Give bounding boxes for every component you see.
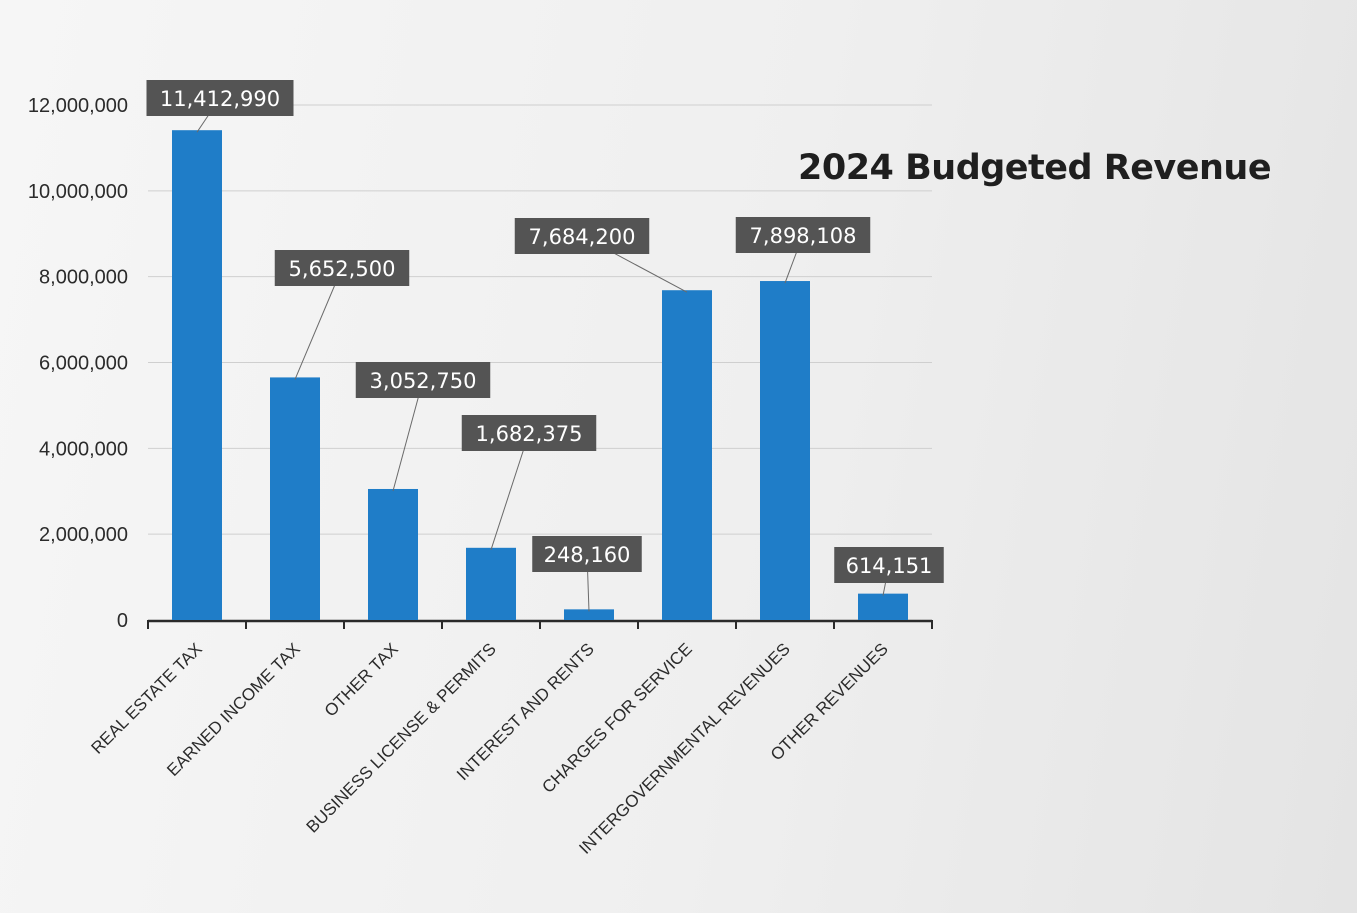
data-label-box xyxy=(514,218,650,254)
data-label-leader xyxy=(392,379,424,492)
y-tick-label: 2,000,000 xyxy=(39,524,128,546)
y-tick-label: 8,000,000 xyxy=(39,267,128,289)
x-category-label: BUSINESS LICENSE & PERMITS xyxy=(303,639,500,836)
data-label-box xyxy=(274,250,410,286)
bar xyxy=(564,609,614,620)
data-label: 5,652,500 xyxy=(289,257,396,281)
chart-title: 2024 Budgeted Revenue xyxy=(798,148,1272,188)
data-label-box xyxy=(735,217,871,253)
bar xyxy=(760,281,810,620)
data-label: 11,412,990 xyxy=(160,87,280,111)
bar xyxy=(270,377,320,620)
bar xyxy=(368,488,418,620)
x-category-label: INTERGOVERNMENTAL REVENUES xyxy=(575,639,793,857)
y-tick-label: 10,000,000 xyxy=(28,181,128,203)
data-label-box xyxy=(461,415,597,451)
data-label-leader xyxy=(294,267,343,380)
data-label: 614,151 xyxy=(846,554,933,578)
y-tick-label: 0 xyxy=(117,610,128,632)
bar xyxy=(466,547,516,620)
data-label-box xyxy=(834,547,944,583)
data-label: 7,898,108 xyxy=(750,224,857,248)
x-category-label: OTHER TAX xyxy=(321,639,402,720)
y-tick-label: 4,000,000 xyxy=(39,438,128,460)
data-label-leader xyxy=(490,432,530,550)
bar xyxy=(662,290,712,620)
x-category-label: REAL ESTATE TAX xyxy=(88,639,206,757)
data-label: 1,682,375 xyxy=(476,422,583,446)
data-label-box xyxy=(355,362,491,398)
data-label: 3,052,750 xyxy=(370,369,477,393)
y-tick-label: 12,000,000 xyxy=(28,95,128,117)
bar xyxy=(172,130,222,620)
y-tick-label: 6,000,000 xyxy=(39,353,128,375)
bar xyxy=(858,593,908,620)
data-label-box xyxy=(532,536,642,572)
data-label: 7,684,200 xyxy=(529,225,636,249)
data-label-box xyxy=(146,80,294,116)
data-label: 248,160 xyxy=(544,543,631,567)
